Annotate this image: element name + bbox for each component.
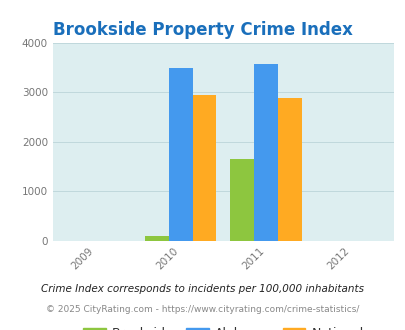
Text: Brookside Property Crime Index: Brookside Property Crime Index bbox=[53, 21, 352, 39]
Bar bbox=[145, 236, 168, 241]
Text: © 2025 CityRating.com - https://www.cityrating.com/crime-statistics/: © 2025 CityRating.com - https://www.city… bbox=[46, 305, 359, 314]
Bar bbox=[277, 98, 301, 241]
Text: Crime Index corresponds to incidents per 100,000 inhabitants: Crime Index corresponds to incidents per… bbox=[41, 284, 364, 294]
Bar bbox=[192, 95, 216, 241]
Bar bbox=[168, 68, 192, 241]
Legend: Brookside, Alabama, National: Brookside, Alabama, National bbox=[78, 322, 368, 330]
Bar bbox=[254, 64, 277, 241]
Bar bbox=[230, 159, 254, 241]
